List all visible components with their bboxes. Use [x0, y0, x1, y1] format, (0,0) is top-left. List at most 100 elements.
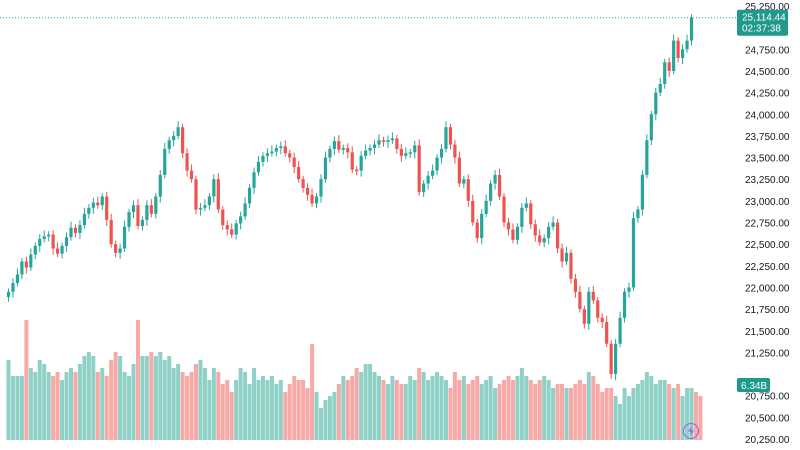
volume-bar [310, 344, 315, 440]
volume-bar [153, 356, 158, 440]
candle-body [60, 245, 64, 254]
candle-body [118, 248, 122, 253]
candle [453, 139, 457, 164]
volume-bar [314, 392, 319, 440]
volume-bar [345, 380, 350, 440]
volume-bar [15, 376, 20, 440]
candle [685, 34, 689, 53]
price-tick-label: 23,250.00 [745, 175, 790, 186]
volume-bar [318, 408, 323, 440]
candle-body [109, 219, 113, 245]
candle-body [493, 174, 497, 184]
candle [614, 338, 618, 381]
candle-body [163, 148, 167, 175]
candle [667, 57, 671, 78]
candle [636, 206, 640, 223]
candle [480, 209, 484, 245]
candle-body [372, 144, 377, 149]
candle-body [323, 157, 328, 180]
volume-bar [135, 320, 140, 440]
price-axis[interactable]: 25,250.00 24,750.00 24,500.00 24,250.00 24,0… [745, 2, 790, 446]
volume-bar [354, 368, 359, 440]
volume-bar [600, 392, 605, 440]
candle [609, 340, 613, 379]
volume-bar [676, 384, 681, 440]
candle [493, 170, 497, 190]
candle [426, 170, 430, 190]
candle-body [502, 196, 506, 223]
lightning-icon[interactable] [683, 423, 699, 439]
volume-bar [394, 380, 399, 440]
candle [136, 199, 140, 230]
volume-bar [341, 376, 346, 440]
candle-body [288, 153, 292, 158]
candle-body [582, 309, 586, 324]
candle [381, 136, 386, 147]
candle-body [69, 227, 73, 238]
volume-bar [493, 388, 498, 440]
price-tick-label: 21,750.00 [745, 305, 790, 316]
candle-body [600, 317, 604, 323]
candle-body [176, 127, 180, 136]
volume-bar [77, 364, 82, 440]
candle-body [489, 183, 493, 201]
price-tick-label: 22,750.00 [745, 219, 790, 230]
volume-bar [604, 388, 609, 440]
candle-body [448, 127, 453, 145]
volume-bar [466, 384, 471, 440]
price-tick-label: 22,000.00 [745, 283, 790, 294]
candle-body [529, 203, 533, 225]
candle-body [78, 225, 82, 233]
candle [631, 212, 636, 291]
candle [444, 121, 448, 153]
volume-bar [269, 376, 274, 440]
volume-bar [189, 372, 194, 440]
volume-bar [104, 376, 109, 440]
candle-body [680, 49, 685, 58]
candle-body [364, 150, 368, 156]
candle [91, 197, 95, 214]
candle [243, 197, 247, 220]
candle-body [614, 343, 618, 375]
candle-body [47, 234, 51, 237]
candle-body [87, 207, 91, 214]
candle [15, 268, 20, 287]
volume-bar [73, 372, 78, 440]
volume-bar [568, 388, 573, 440]
candle [42, 230, 46, 243]
candle [645, 134, 649, 179]
candle-body [547, 226, 551, 239]
candle [274, 144, 278, 157]
price-tick-label: 24,000.00 [745, 110, 790, 121]
candle-body [475, 222, 479, 239]
candle [547, 222, 551, 245]
candle [145, 200, 149, 226]
candle-body [480, 213, 484, 239]
candle-body [189, 170, 194, 180]
candle [109, 213, 113, 248]
volume-bar [591, 376, 596, 440]
candle [560, 243, 564, 268]
volume-bar [278, 380, 283, 440]
volume-bar [417, 368, 422, 440]
volume-bar [412, 380, 417, 440]
candle [131, 200, 136, 219]
candle-body [471, 200, 475, 223]
volume-bar [198, 360, 203, 440]
volume-bar [33, 372, 38, 440]
candle [212, 174, 216, 203]
candle [538, 229, 542, 246]
volume-bar [430, 376, 435, 440]
volume-bar [573, 384, 578, 440]
candle-body [466, 179, 470, 201]
price-tick-label: 20,500.00 [745, 413, 790, 424]
candle-body [551, 222, 555, 227]
price-tick-label: 23,500.00 [745, 154, 790, 165]
candle [270, 145, 274, 157]
candle-body [212, 179, 216, 197]
candle-body [172, 135, 176, 141]
candle [283, 140, 287, 157]
volume-bar [149, 352, 154, 440]
